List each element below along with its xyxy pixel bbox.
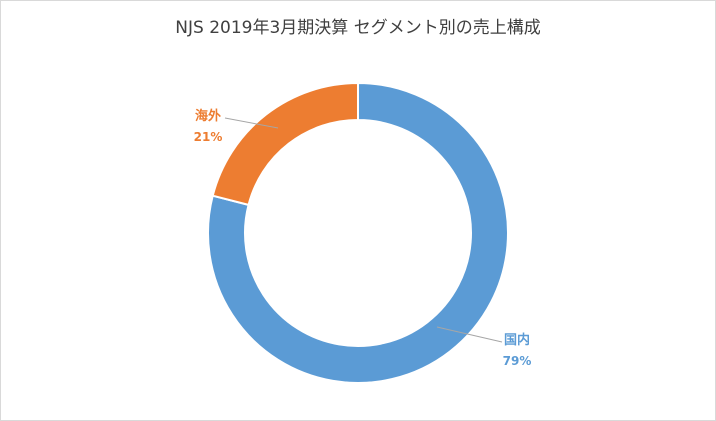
slice-domestic <box>207 81 509 384</box>
data-label-percent-overseas: 21% <box>194 130 223 144</box>
data-label-category-domestic: 国内 <box>504 332 530 348</box>
data-label-category-overseas: 海外 <box>195 108 221 124</box>
slice-overseas <box>211 81 359 207</box>
leader-line-domestic <box>436 326 503 343</box>
chart-title: NJS 2019年3月期決算 セグメント別の売上構成 <box>175 18 541 38</box>
leader-line-overseas <box>224 117 279 129</box>
data-label-percent-domestic: 79% <box>503 354 532 368</box>
